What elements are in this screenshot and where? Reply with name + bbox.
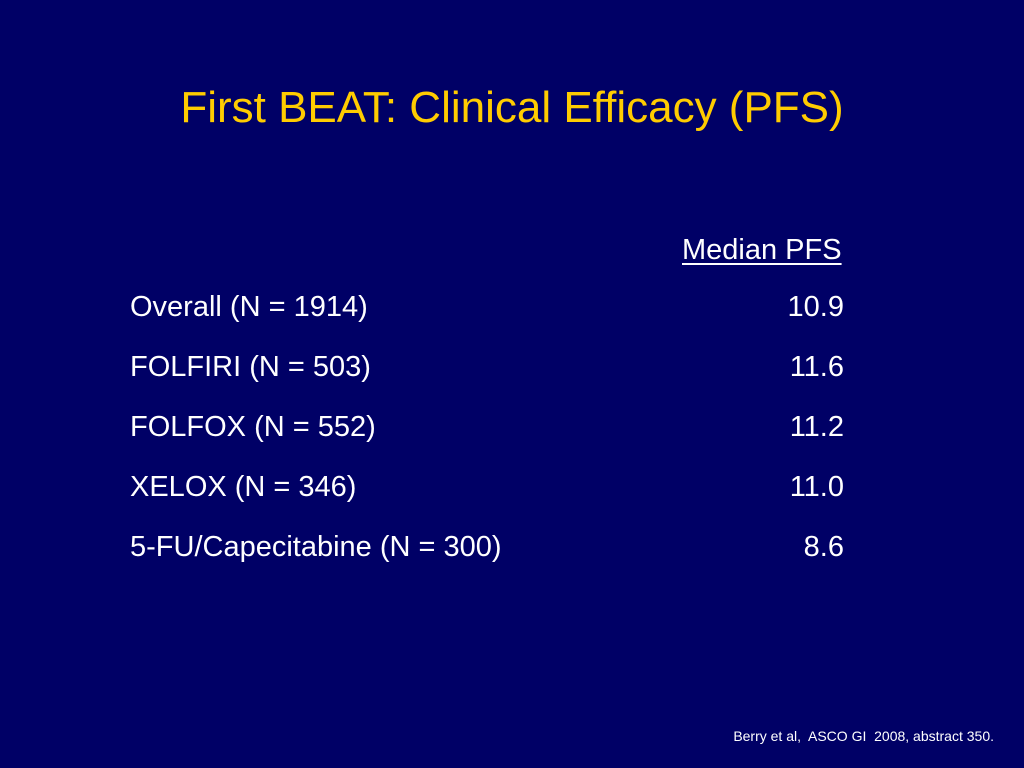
row-value: 11.2 <box>789 411 844 443</box>
slide-title: First BEAT: Clinical Efficacy (PFS) <box>180 83 844 132</box>
row-value: 11.0 <box>789 471 844 503</box>
median-pfs-column-header: Median PFS <box>682 234 842 266</box>
table-row: FOLFOX (N = 552) 11.2 <box>130 407 850 467</box>
row-label: 5-FU/Capecitabine (N = 300) <box>130 531 502 563</box>
citation: Berry et al, ASCO GI 2008, abstract 350. <box>733 728 994 744</box>
pfs-table: Overall (N = 1914) 10.9 FOLFIRI (N = 503… <box>130 287 850 587</box>
row-value: 8.6 <box>803 531 844 563</box>
row-value: 11.6 <box>789 351 844 383</box>
row-label: FOLFIRI (N = 503) <box>130 351 371 383</box>
table-row: 5-FU/Capecitabine (N = 300) 8.6 <box>130 527 850 587</box>
row-label: XELOX (N = 346) <box>130 471 357 503</box>
row-label: FOLFOX (N = 552) <box>130 411 376 443</box>
row-value: 10.9 <box>787 291 844 323</box>
table-row: XELOX (N = 346) 11.0 <box>130 467 850 527</box>
table-row: Overall (N = 1914) 10.9 <box>130 287 850 347</box>
row-label: Overall (N = 1914) <box>130 291 368 323</box>
table-row: FOLFIRI (N = 503) 11.6 <box>130 347 850 407</box>
